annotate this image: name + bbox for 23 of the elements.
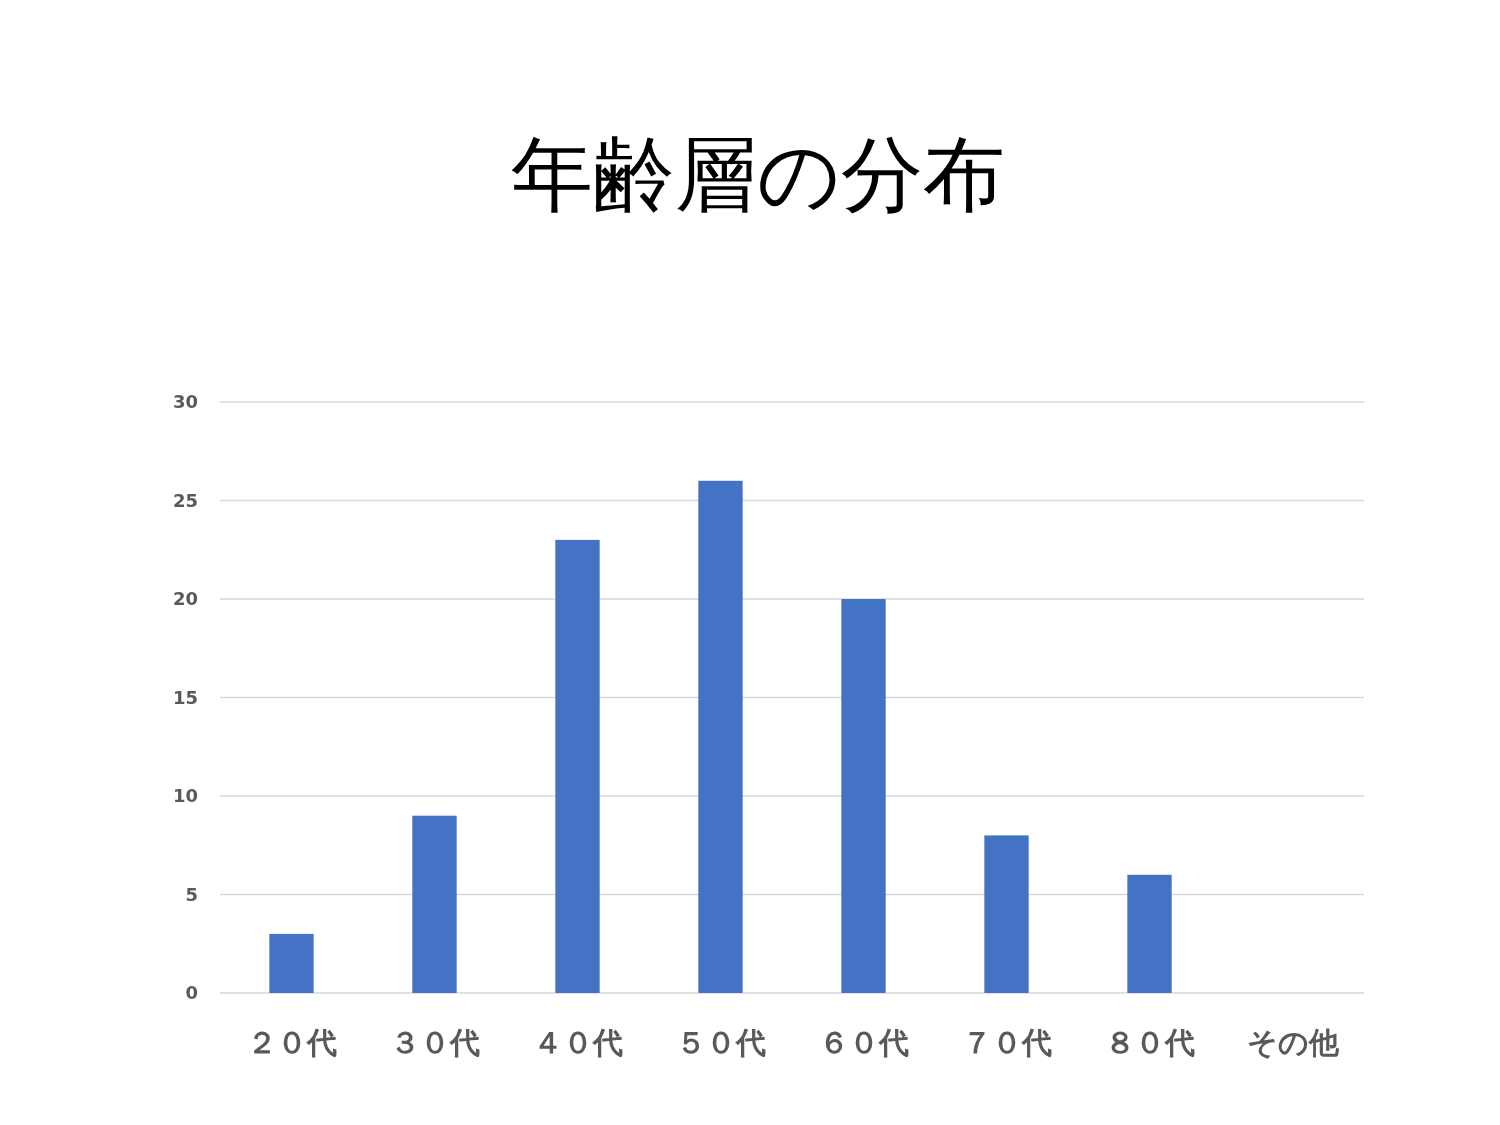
x-tick-label: ８０代: [1104, 1025, 1195, 1060]
y-tick-label: 30: [172, 391, 198, 413]
x-tick-label: ６０代: [818, 1025, 909, 1060]
y-tick-label: 5: [185, 883, 198, 905]
y-tick-label: 15: [172, 686, 198, 708]
bar: [555, 539, 600, 993]
y-tick-label: 20: [172, 588, 198, 610]
x-tick-label: ４０代: [532, 1025, 623, 1060]
bar: [984, 835, 1029, 993]
bar: [698, 480, 743, 993]
y-tick-label: 10: [172, 785, 198, 807]
x-tick-label: ５０代: [675, 1025, 766, 1060]
bar: [412, 815, 457, 993]
x-tick-label: その他: [1246, 1025, 1340, 1060]
bar: [269, 933, 314, 993]
bar: [1127, 874, 1172, 993]
chart-title: 年齢層の分布: [511, 127, 1005, 222]
y-tick-label: 0: [185, 982, 198, 1004]
bar: [841, 599, 886, 993]
x-tick-label: ３０代: [389, 1025, 480, 1060]
x-tick-label: ７０代: [961, 1025, 1052, 1060]
x-tick-label: ２０代: [246, 1025, 337, 1060]
y-tick-label: 25: [172, 489, 198, 511]
